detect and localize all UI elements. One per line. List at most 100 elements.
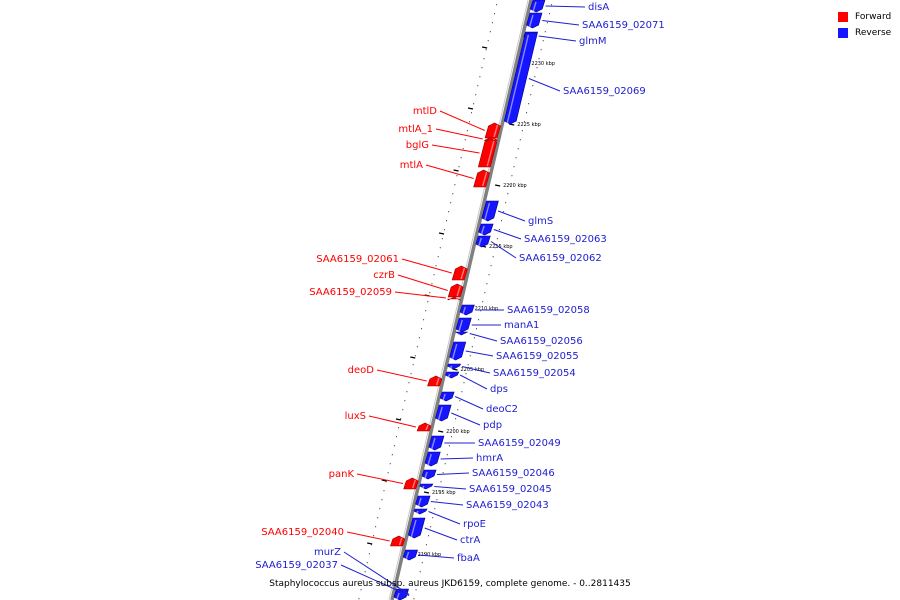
gene-label-SAA6159_02059[interactable]: SAA6159_02059 <box>309 287 392 298</box>
gene-label-fbaA[interactable]: fbaA <box>457 553 480 564</box>
gene-label-czrB[interactable]: czrB <box>373 270 395 281</box>
rail-dot <box>517 148 519 150</box>
genome-backbone-shadow <box>388 0 529 600</box>
rail-dot <box>496 4 498 6</box>
gene-arrow-SAA6159_02043[interactable] <box>415 495 431 508</box>
gene-arrow-SAA6159_02046[interactable] <box>421 469 437 480</box>
gene-arrow-SAA6159_02059[interactable] <box>447 296 461 301</box>
gene-leader-line <box>461 366 491 374</box>
gene-leader-line <box>401 258 452 274</box>
gene-label-SAA6159_02049[interactable]: SAA6159_02049 <box>478 438 561 449</box>
gene-arrow-panK[interactable] <box>403 477 419 490</box>
gene-label-SAA6159_02061[interactable]: SAA6159_02061 <box>316 254 399 265</box>
gene-highlight <box>398 537 403 546</box>
gene-label-mtlA[interactable]: mtlA <box>400 160 423 171</box>
rail-dot <box>446 454 448 456</box>
rail-dot <box>551 4 553 6</box>
rail-dot <box>476 328 478 330</box>
rail-dot <box>462 148 464 150</box>
gene-label-disA[interactable]: disA <box>588 2 609 13</box>
rail-dot <box>473 337 475 339</box>
gene-arrow-SAA6159_02058[interactable] <box>459 304 475 316</box>
rail-dot <box>434 508 436 510</box>
minor-tick <box>481 46 488 49</box>
rail-dot <box>526 112 528 114</box>
rail-dot <box>486 283 488 285</box>
rail-dot <box>379 508 381 510</box>
rail-dot <box>505 202 507 204</box>
gene-label-SAA6159_02040[interactable]: SAA6159_02040 <box>261 527 344 538</box>
gene-highlight <box>435 377 440 386</box>
gene-arrow-SAA6159_02054[interactable] <box>447 363 462 370</box>
rail-dot <box>358 598 360 600</box>
gene-arrow-rpoE[interactable] <box>413 508 428 515</box>
gene-label-ctrA[interactable]: ctrA <box>460 535 481 546</box>
gene-leader-line <box>431 144 480 154</box>
rail-dot <box>414 355 416 357</box>
rail-dot <box>423 553 425 555</box>
gene-label-SAA6159_02058[interactable]: SAA6159_02058 <box>507 305 590 316</box>
gene-label-SAA6159_02055[interactable]: SAA6159_02055 <box>496 351 579 362</box>
gene-label-luxS[interactable]: luxS <box>345 411 366 422</box>
gene-arrow-deoC2[interactable] <box>439 391 455 402</box>
rail-dot <box>469 355 471 357</box>
gene-label-deoD[interactable]: deoD <box>348 365 375 376</box>
gene-arrow-SAA6159_02063[interactable] <box>478 223 494 236</box>
gene-label-panK[interactable]: panK <box>329 469 355 480</box>
forward-swatch <box>838 12 848 22</box>
rail-dot <box>417 580 419 582</box>
gene-highlight <box>532 1 537 12</box>
gene-label-SAA6159_02063[interactable]: SAA6159_02063 <box>524 234 607 245</box>
gene-label-dps[interactable]: dps <box>490 384 508 395</box>
gene-arrow-SAA6159_02045[interactable] <box>419 483 434 490</box>
rail-dot <box>523 121 525 123</box>
gene-label-SAA6159_02046[interactable]: SAA6159_02046 <box>472 468 555 479</box>
gene-leader-line <box>439 110 485 131</box>
rail-dot <box>408 382 410 384</box>
strand-legend: Forward Reverse <box>838 9 891 41</box>
rail-dot <box>415 589 417 591</box>
rail-dot <box>370 544 372 546</box>
rail-dot <box>534 76 536 78</box>
gene-leader-line <box>418 554 455 559</box>
gene-arrow-SAA6159_02040[interactable] <box>390 535 406 547</box>
gene-arrow-disA[interactable] <box>529 0 546 13</box>
gene-label-mtlA_1[interactable]: mtlA_1 <box>398 124 433 135</box>
gene-label-SAA6159_02043[interactable]: SAA6159_02043 <box>466 500 549 511</box>
scale-tick-label: 2205 kbp <box>461 367 485 373</box>
gene-label-hmrA[interactable]: hmrA <box>476 453 503 464</box>
gene-label-glmS[interactable]: glmS <box>528 216 553 227</box>
legend-reverse-label: Reverse <box>855 28 892 38</box>
gene-label-SAA6159_02054[interactable]: SAA6159_02054 <box>493 368 576 379</box>
rail-dot <box>421 562 423 564</box>
gene-label-glmM[interactable]: glmM <box>579 36 607 47</box>
gene-arrow-dps[interactable] <box>445 371 460 379</box>
gene-highlight <box>447 373 451 378</box>
gene-label-SAA6159_02069[interactable]: SAA6159_02069 <box>563 86 646 97</box>
minor-tick <box>438 232 445 235</box>
rail-dot <box>473 103 475 105</box>
gene-leader-line <box>397 274 448 291</box>
gene-label-manA1[interactable]: manA1 <box>504 320 539 331</box>
rail-dot <box>544 31 546 33</box>
gene-label-mtlD[interactable]: mtlD <box>413 106 437 117</box>
gene-arrow-SAA6159_02056[interactable] <box>455 331 469 336</box>
gene-label-deoC2[interactable]: deoC2 <box>486 404 518 415</box>
gene-label-murZ[interactable]: murZ <box>314 547 341 558</box>
gene-label-SAA6159_02062[interactable]: SAA6159_02062 <box>519 253 602 264</box>
gene-label-SAA6159_02037[interactable]: SAA6159_02037 <box>255 560 338 571</box>
gene-arrow-fbaA[interactable] <box>402 549 418 561</box>
rail-dot <box>375 526 377 528</box>
gene-arrow-czrB[interactable] <box>447 283 464 298</box>
gene-arrow-deoD[interactable] <box>427 375 443 387</box>
gene-features <box>390 0 546 600</box>
gene-arrow-luxS[interactable] <box>416 422 432 432</box>
gene-label-bglG[interactable]: bglG <box>406 140 429 151</box>
gene-label-SAA6159_02071[interactable]: SAA6159_02071 <box>582 20 665 31</box>
gene-label-SAA6159_02056[interactable]: SAA6159_02056 <box>500 336 583 347</box>
gene-label-SAA6159_02045[interactable]: SAA6159_02045 <box>469 484 552 495</box>
major-tick <box>438 430 444 433</box>
rail-dot <box>395 436 397 438</box>
gene-label-pdp[interactable]: pdp <box>483 420 502 431</box>
gene-label-rpoE[interactable]: rpoE <box>463 519 486 530</box>
